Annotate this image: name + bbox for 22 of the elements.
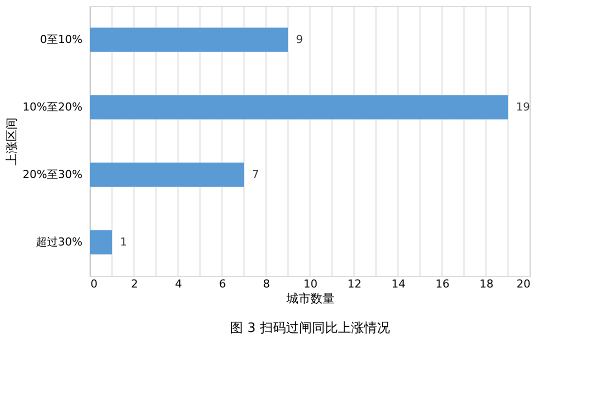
data-label: 7: [252, 168, 259, 181]
caption: 图 3 扫码过闸同比上涨情况: [230, 321, 390, 336]
x-tick-label: 4: [175, 278, 182, 290]
x-tick-label: 16: [436, 278, 450, 290]
x-tick-label: 2: [131, 278, 138, 290]
x-axis-title: 城市数量: [286, 292, 334, 306]
data-label: 19: [516, 100, 530, 114]
x-tick-label: 8: [263, 278, 270, 290]
y-axis-title: 上涨区间: [4, 118, 19, 166]
x-tick-label: 20: [516, 278, 530, 290]
x-tick-label: 6: [219, 278, 226, 290]
y-tick-label: 20%至30%: [22, 168, 82, 181]
y-tick-label: 0至10%: [40, 32, 82, 46]
y-tick-label: 10%至20%: [22, 100, 82, 114]
data-label: 1: [120, 235, 127, 248]
data-label: 9: [296, 32, 303, 46]
x-tick-label: 14: [392, 278, 406, 290]
x-tick-label: 0: [90, 278, 98, 290]
x-tick-label: 18: [480, 278, 494, 290]
x-tick-label: 12: [348, 278, 362, 290]
x-tick-label: 10: [304, 278, 318, 290]
y-tick-label: 超过30%: [36, 235, 82, 248]
